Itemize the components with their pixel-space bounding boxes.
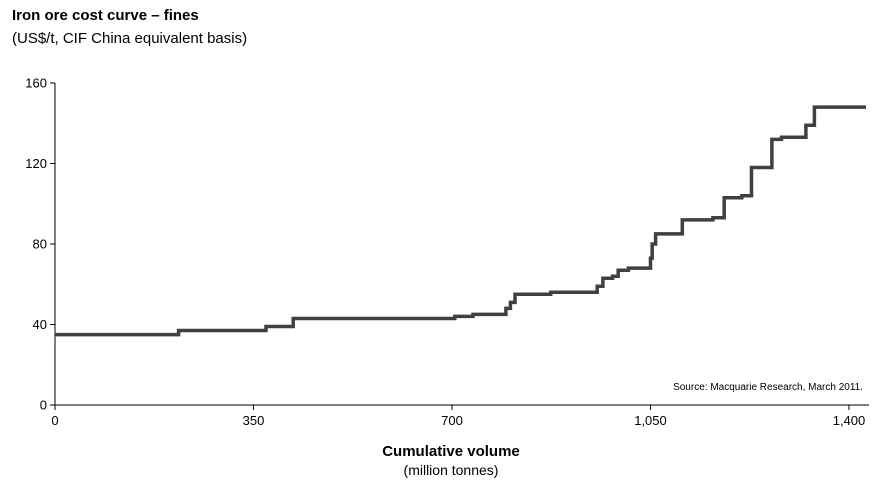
x-axis-sublabel: (million tonnes) bbox=[404, 462, 499, 478]
x-tick-label: 700 bbox=[441, 413, 463, 428]
series-group bbox=[55, 105, 866, 337]
y-tick-label: 40 bbox=[33, 317, 47, 332]
y-tick-label: 80 bbox=[33, 237, 47, 252]
y-tick-label: 120 bbox=[25, 156, 47, 171]
chart-title: Iron ore cost curve – fines bbox=[12, 7, 199, 24]
chart-subtitle: (US$/t, CIF China equivalent basis) bbox=[12, 30, 248, 47]
x-axis-label: Cumulative volume bbox=[382, 443, 520, 460]
x-tick-label: 1,400 bbox=[833, 413, 866, 428]
y-tick-label: 0 bbox=[40, 398, 47, 413]
axes: 0 40 80 120 160 0 350 700 1,050 1,400 bbox=[25, 76, 869, 428]
series-line bbox=[55, 105, 866, 337]
x-tick-label: 0 bbox=[51, 413, 58, 428]
y-tick-label: 160 bbox=[25, 76, 47, 91]
source-note: Source: Macquarie Research, March 2011. bbox=[673, 382, 863, 393]
x-tick-label: 350 bbox=[243, 413, 265, 428]
x-tick-label: 1,050 bbox=[634, 413, 667, 428]
